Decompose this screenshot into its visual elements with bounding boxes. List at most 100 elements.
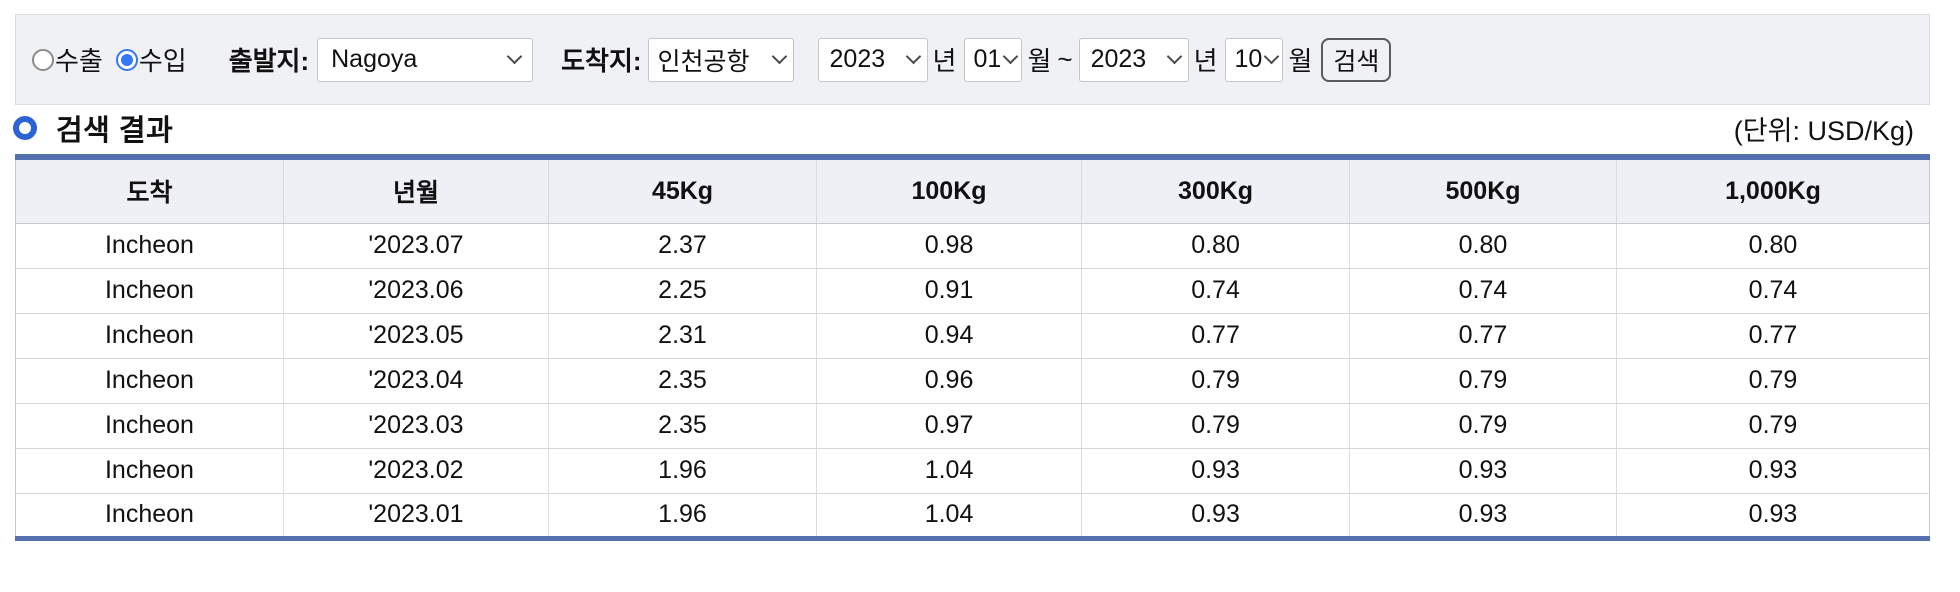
- radio-import-label: 수입: [138, 46, 187, 76]
- table-row: Incheon '2023.04 2.35 0.96 0.79 0.79 0.7…: [15, 358, 1930, 404]
- period-range-separator: ~: [1057, 44, 1073, 74]
- end-month-value: 10: [1234, 45, 1263, 73]
- cell-arrival: Incheon: [15, 493, 284, 538]
- cell-300kg: 0.77: [1081, 313, 1351, 359]
- cell-500kg: 0.77: [1349, 313, 1618, 359]
- cell-45kg: 1.96: [548, 448, 817, 494]
- results-title: 검색 결과: [56, 115, 174, 147]
- cell-1000kg: 0.79: [1616, 358, 1930, 404]
- table-row: Incheon '2023.06 2.25 0.91 0.74 0.74 0.7…: [15, 268, 1930, 314]
- end-year-select[interactable]: 2023: [1078, 37, 1189, 82]
- cell-1000kg: 0.80: [1616, 223, 1930, 269]
- unit-label: (단위: USD/Kg): [1733, 115, 1914, 146]
- results-table: 도착 년월 45Kg 100Kg 300Kg 500Kg 1,000Kg Inc…: [15, 154, 1930, 541]
- table-row: Incheon '2023.05 2.31 0.94 0.77 0.77 0.7…: [15, 313, 1930, 359]
- cell-1000kg: 0.93: [1616, 493, 1930, 538]
- cell-45kg: 2.35: [548, 358, 817, 404]
- table-row: Incheon '2023.01 1.96 1.04 0.93 0.93 0.9…: [15, 493, 1930, 538]
- cell-1000kg: 0.79: [1616, 403, 1930, 449]
- cell-arrival: Incheon: [15, 448, 284, 494]
- col-header-300kg: 300Kg: [1081, 157, 1351, 224]
- end-month-suffix: 월: [1288, 46, 1313, 76]
- cell-500kg: 0.79: [1349, 358, 1618, 404]
- cell-yearmonth: '2023.05: [283, 313, 550, 359]
- cell-100kg: 0.91: [816, 268, 1083, 314]
- cell-100kg: 0.98: [816, 223, 1083, 269]
- chevron-down-icon: [1002, 48, 1019, 65]
- cell-yearmonth: '2023.02: [283, 448, 550, 494]
- cell-500kg: 0.80: [1349, 223, 1618, 269]
- cell-300kg: 0.79: [1081, 403, 1351, 449]
- start-year-value: 2023: [829, 45, 886, 73]
- col-header-arrival: 도착: [15, 157, 284, 224]
- cell-arrival: Incheon: [15, 403, 284, 449]
- cell-100kg: 0.94: [816, 313, 1083, 359]
- cell-300kg: 0.74: [1081, 268, 1351, 314]
- cell-45kg: 2.25: [548, 268, 817, 314]
- radio-export-circle-icon[interactable]: [32, 48, 54, 71]
- start-month-select[interactable]: 01: [964, 37, 1023, 82]
- destination-label: 도착지:: [561, 46, 642, 76]
- table-row: Incheon '2023.07 2.37 0.98 0.80 0.80 0.8…: [15, 223, 1930, 269]
- cell-yearmonth: '2023.07: [283, 223, 550, 269]
- end-year-value: 2023: [1090, 45, 1147, 73]
- cell-1000kg: 0.77: [1616, 313, 1930, 359]
- start-month-suffix: 월: [1027, 46, 1052, 76]
- results-table-wrap: 도착 년월 45Kg 100Kg 300Kg 500Kg 1,000Kg Inc…: [15, 154, 1930, 541]
- radio-export-label: 수출: [55, 46, 103, 76]
- col-header-1000kg: 1,000Kg: [1616, 157, 1930, 224]
- destination-select[interactable]: 인천공항: [647, 37, 794, 82]
- cell-45kg: 2.37: [548, 223, 817, 269]
- chevron-down-icon: [1166, 48, 1182, 65]
- ring-bullet-icon: [13, 116, 37, 140]
- cell-500kg: 0.93: [1349, 448, 1618, 494]
- cell-1000kg: 0.93: [1616, 448, 1930, 494]
- cell-arrival: Incheon: [15, 268, 284, 314]
- cell-yearmonth: '2023.06: [283, 268, 550, 314]
- radio-export[interactable]: 수출: [32, 41, 103, 78]
- radio-import[interactable]: 수입: [115, 41, 187, 78]
- cell-yearmonth: '2023.04: [283, 358, 550, 404]
- origin-label: 출발지:: [228, 46, 310, 76]
- start-month-value: 01: [973, 45, 1002, 73]
- cell-1000kg: 0.74: [1616, 268, 1930, 314]
- col-header-45kg: 45Kg: [548, 157, 817, 224]
- col-header-500kg: 500Kg: [1349, 157, 1618, 224]
- search-form-panel: 수출 수입 출발지: Nagoya 도착지: 인천공항 2023 년 01 월 …: [15, 14, 1930, 105]
- cell-300kg: 0.80: [1081, 223, 1351, 269]
- destination-select-value: 인천공항: [657, 47, 750, 76]
- cell-45kg: 2.31: [548, 313, 817, 359]
- cell-500kg: 0.74: [1349, 268, 1618, 314]
- cell-100kg: 0.97: [816, 403, 1083, 449]
- cell-arrival: Incheon: [15, 223, 284, 269]
- origin-select[interactable]: Nagoya: [317, 37, 534, 82]
- radio-import-circle-icon[interactable]: [115, 48, 138, 71]
- col-header-100kg: 100Kg: [816, 157, 1083, 224]
- cell-arrival: Incheon: [15, 358, 284, 404]
- chevron-down-icon: [1264, 48, 1280, 65]
- table-row: Incheon '2023.03 2.35 0.97 0.79 0.79 0.7…: [15, 403, 1930, 449]
- results-header: 검색 결과 (단위: USD/Kg): [13, 103, 1930, 153]
- chevron-down-icon: [506, 48, 523, 65]
- table-header-row: 도착 년월 45Kg 100Kg 300Kg 500Kg 1,000Kg: [15, 157, 1930, 224]
- cell-100kg: 0.96: [816, 358, 1083, 404]
- col-header-yearmonth: 년월: [283, 157, 550, 224]
- start-year-select[interactable]: 2023: [817, 37, 928, 82]
- cell-300kg: 0.93: [1081, 493, 1351, 538]
- cell-45kg: 2.35: [548, 403, 817, 449]
- origin-select-value: Nagoya: [331, 45, 418, 73]
- cell-100kg: 1.04: [816, 493, 1083, 538]
- cell-500kg: 0.79: [1349, 403, 1618, 449]
- table-row: Incheon '2023.02 1.96 1.04 0.93 0.93 0.9…: [15, 448, 1930, 494]
- cell-yearmonth: '2023.01: [283, 493, 550, 538]
- search-button[interactable]: 검색: [1321, 37, 1392, 82]
- cell-45kg: 1.96: [548, 493, 817, 538]
- cell-300kg: 0.79: [1081, 358, 1351, 404]
- chevron-down-icon: [771, 48, 787, 65]
- cell-arrival: Incheon: [15, 313, 284, 359]
- cell-300kg: 0.93: [1081, 448, 1351, 494]
- cell-yearmonth: '2023.03: [283, 403, 550, 449]
- cell-500kg: 0.93: [1349, 493, 1618, 538]
- end-year-suffix: 년: [1193, 46, 1218, 76]
- end-month-select[interactable]: 10: [1225, 37, 1284, 82]
